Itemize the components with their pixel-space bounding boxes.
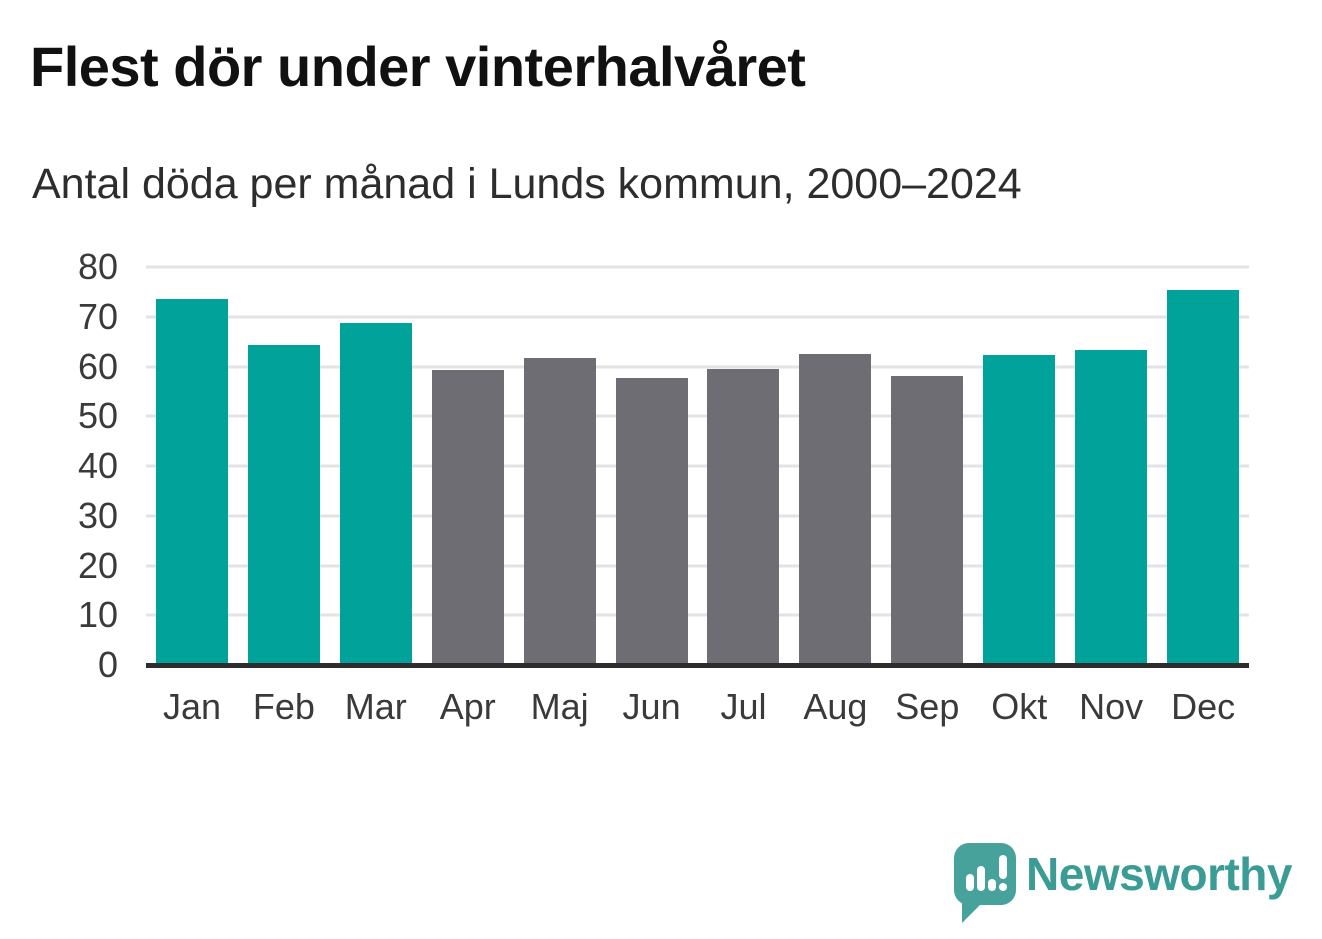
bar-jun [615,377,688,665]
x-tick-label-jan: Jan [162,686,221,727]
bar-column-feb [238,267,330,665]
x-tick-label-okt: Okt [991,686,1048,727]
x-tick-label-dec: Dec [1171,686,1236,727]
bar-sep [891,375,964,665]
chart-title: Flest dör under vinterhalvåret [30,35,806,98]
x-axis-labels: Jan Feb Mar Apr Maj Jun Jul Aug Sep Okt Nov Dec [146,686,1249,728]
gridline-80 [146,265,1249,269]
bar-column-mar [330,267,422,665]
bar-column-nov [1065,267,1157,665]
x-tick-label-feb: Feb [252,686,315,727]
y-tick-label-10: 10 [77,594,118,636]
gridline-70 [146,315,1249,319]
brand-footer: Newsworthy [954,843,1292,923]
bar-jan [155,299,228,665]
bar-column-okt [973,267,1065,665]
bar-column-jul [698,267,790,665]
logo-bar-icon [977,866,986,891]
logo-bar-icon [988,879,997,891]
bar-column-maj [514,267,606,665]
gridline-60 [146,365,1249,368]
plot-area [146,265,1249,665]
bar-nov [1075,349,1148,665]
bar-column-jun [606,267,698,665]
gridline-20 [146,564,1249,567]
y-tick-label-80: 80 [77,246,118,287]
y-tick-label-20: 20 [77,544,118,586]
bar-jul [707,369,780,665]
logo-bar-icon [966,874,975,891]
bar-aug [799,353,872,665]
logo-exclamation-dot-icon [999,883,1008,891]
bar-dec [1167,289,1240,665]
bar-maj [523,358,596,665]
y-tick-label-0: 0 [97,644,118,685]
bar-column-sep [881,267,973,665]
x-tick-label-jul: Jul [720,686,767,727]
y-tick-label-50: 50 [77,395,118,437]
bar-okt [983,355,1056,665]
x-tick-label-apr: Apr [439,686,496,727]
gridline-50 [146,414,1249,418]
logo-exclamation-icon [999,855,1008,879]
bar-mar [339,322,412,665]
y-tick-label-40: 40 [77,445,118,486]
y-tick-label-70: 70 [77,295,118,337]
bar-column-aug [789,267,881,665]
bar-column-apr [422,267,514,665]
x-tick-label-aug: Aug [803,686,868,727]
bar-feb [247,344,320,665]
gridline-30 [146,514,1249,518]
x-tick-label-nov: Nov [1079,686,1144,727]
gridline-40 [146,464,1249,468]
x-tick-label-maj: Maj [530,686,589,727]
x-tick-label-jun: Jun [622,686,681,727]
brand-name: Newsworthy [1026,848,1292,900]
x-tick-label-mar: Mar [344,686,407,727]
y-axis: 0 10 20 30 40 50 60 70 80 [0,249,130,683]
y-tick-label-30: 30 [77,494,118,536]
x-axis-line [146,663,1249,668]
bars-row [146,267,1249,665]
newsworthy-logo-icon [954,843,1017,923]
y-tick-label-60: 60 [77,345,118,387]
bar-column-jan [146,267,238,665]
gridline-10 [146,613,1249,617]
chart-subtitle: Antal döda per månad i Lunds kommun, 200… [32,160,1022,208]
bar-apr [431,370,504,665]
bar-column-dec [1157,267,1249,665]
x-tick-label-sep: Sep [895,686,960,727]
